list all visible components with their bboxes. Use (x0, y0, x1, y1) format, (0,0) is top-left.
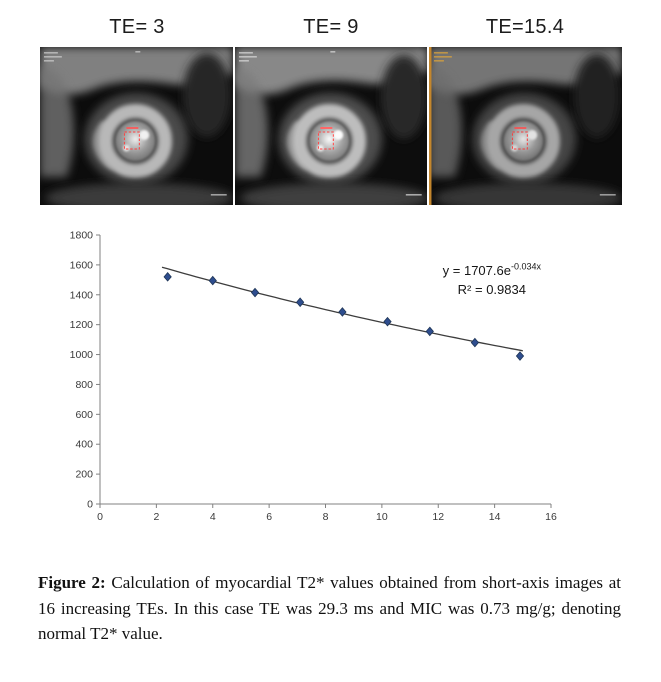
te-labels-row: TE= 3 TE= 9 TE=15.4 (40, 16, 622, 39)
svg-text:16: 16 (545, 511, 557, 523)
mri-image-te15 (429, 47, 623, 205)
svg-text:6: 6 (266, 511, 272, 523)
roi-box (317, 131, 334, 150)
te-label-3: TE=15.4 (485, 16, 565, 38)
svg-text:200: 200 (75, 469, 93, 481)
te-label-2: TE= 9 (303, 16, 359, 38)
svg-text:2: 2 (153, 511, 159, 523)
svg-text:1800: 1800 (70, 230, 94, 242)
t2-decay-chart: 0 200 400 600 800 1000 1200 1400 1600 1800 0 2 4 6 8 10… (52, 227, 567, 532)
svg-text:4: 4 (210, 511, 216, 523)
roi-box (123, 131, 140, 150)
fit-annotation: y = 1707.6e-0.034x R² = 0.9834 (443, 261, 541, 300)
svg-text:800: 800 (75, 379, 93, 391)
mri-image-te3 (40, 47, 233, 205)
svg-text:1400: 1400 (70, 289, 94, 301)
overlay-text-marks (43, 51, 227, 196)
svg-text:8: 8 (323, 511, 329, 523)
roi-box (512, 131, 529, 150)
te-label-1: TE= 3 (109, 16, 165, 38)
svg-text:1000: 1000 (70, 349, 94, 361)
figure-caption-label: Figure 2: (38, 573, 106, 592)
svg-text:10: 10 (376, 511, 388, 523)
overlay-text-marks (238, 51, 422, 196)
mri-image-strip (40, 47, 623, 205)
svg-text:400: 400 (75, 439, 93, 451)
overlay-text-marks (434, 52, 453, 62)
svg-text:14: 14 (489, 511, 501, 523)
svg-text:1200: 1200 (70, 319, 94, 331)
mri-image-te9 (234, 47, 428, 205)
svg-text:0: 0 (87, 499, 93, 511)
r-squared: R² = 0.9834 (457, 282, 526, 298)
figure-caption: Figure 2: Calculation of myocardial T2* … (38, 570, 621, 647)
svg-text:1600: 1600 (70, 259, 94, 271)
figure-caption-text: Calculation of myocardial T2* values obt… (38, 573, 621, 643)
svg-text:0: 0 (97, 511, 103, 523)
svg-text:12: 12 (432, 511, 444, 523)
svg-text:600: 600 (75, 409, 93, 421)
chart-canvas: 0 200 400 600 800 1000 1200 1400 1600 1800 0 2 4 6 8 10… (70, 230, 557, 524)
panel-highlight-edge (429, 47, 432, 205)
fit-equation: y = 1707.6e-0.034x (442, 262, 541, 279)
